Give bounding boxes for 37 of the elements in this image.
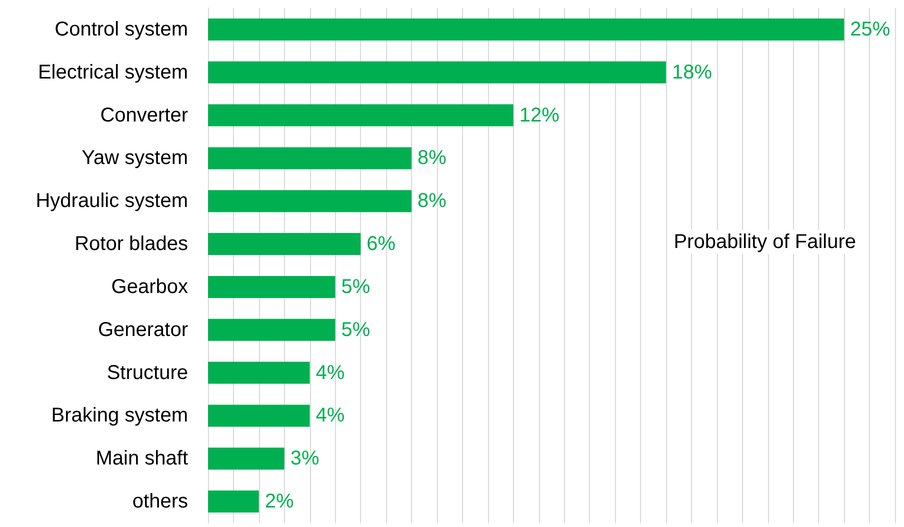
- data-label: 8%: [418, 147, 447, 170]
- y-tick-label: Yaw system: [82, 147, 188, 170]
- bar: [208, 104, 514, 126]
- y-tick-label: Braking system: [51, 404, 188, 427]
- data-label: 18%: [672, 61, 712, 84]
- y-tick-label: Rotor blades: [74, 233, 188, 256]
- y-tick-label: Generator: [98, 318, 188, 341]
- bar: [208, 18, 844, 40]
- bar: [208, 318, 336, 341]
- bar: [208, 233, 361, 256]
- data-label: 3%: [290, 448, 320, 470]
- y-tick-label: Hydraulic system: [36, 190, 188, 212]
- data-label: 2%: [264, 490, 294, 513]
- data-label: 8%: [418, 190, 447, 212]
- data-label: 12%: [519, 104, 560, 126]
- bar: [208, 61, 666, 84]
- data-label: 5%: [341, 276, 370, 298]
- y-tick-label: Gearbox: [111, 276, 188, 298]
- y-tick-label: Main shaft: [96, 448, 188, 470]
- bar: [208, 404, 310, 427]
- bar: [208, 190, 412, 212]
- data-label: 5%: [341, 318, 370, 341]
- y-tick-label: others: [132, 490, 188, 513]
- y-tick-label: Structure: [106, 362, 188, 384]
- bar: [208, 276, 336, 298]
- bar: [208, 147, 412, 170]
- y-tick-label: Control system: [54, 18, 188, 40]
- bar: [208, 362, 310, 384]
- bar: [208, 448, 284, 470]
- bar: [208, 490, 259, 513]
- data-label: 4%: [316, 404, 345, 427]
- y-tick-label: Converter: [100, 104, 188, 126]
- y-tick-label: Electrical system: [38, 61, 188, 84]
- data-label: 25%: [850, 18, 890, 40]
- annotation: Probability of Failure: [674, 231, 856, 253]
- data-label: 4%: [316, 362, 345, 384]
- data-label: 6%: [366, 233, 396, 256]
